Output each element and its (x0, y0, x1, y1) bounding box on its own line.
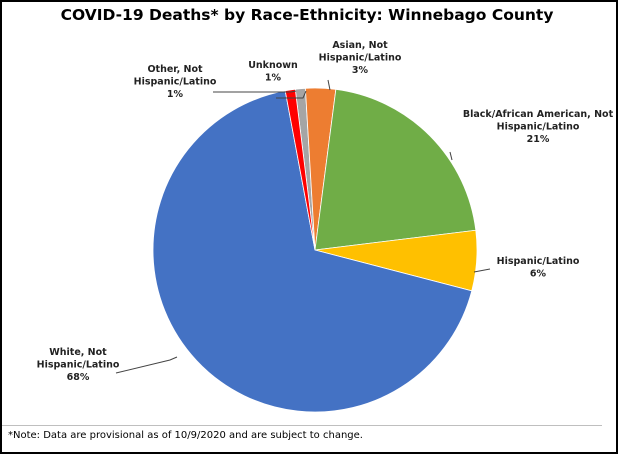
leader-line-0 (276, 90, 307, 99)
footnote: *Note: Data are provisional as of 10/9/2… (8, 430, 363, 441)
pie-slice-5 (284, 88, 316, 251)
leader-line-1 (327, 79, 331, 91)
note-box (2, 425, 602, 447)
slice-label-0: Unknown 1% (248, 60, 298, 84)
pie-chart: Unknown 1% Asian, Not Hispanic/Latino 3% Blac… (37, 40, 614, 413)
pie-slices (152, 87, 478, 413)
leader-line-2 (449, 151, 453, 161)
pie-slice-2 (314, 88, 477, 251)
leader-line-3 (473, 268, 491, 273)
slice-label-2: Black/African American, Not Hispanic/Lati… (463, 109, 614, 145)
slice-label-5: Other, Not Hispanic/Latino 1% (134, 64, 217, 100)
chart-title: COVID-19 Deaths* by Race-Ethnicity: Winn… (60, 6, 554, 24)
slice-label-4: White, Not Hispanic/Latino 68% (37, 347, 120, 383)
slice-label-1: Asian, Not Hispanic/Latino 3% (319, 40, 402, 76)
leader-line-5 (213, 90, 297, 93)
slice-label-3: Hispanic/Latino 6% (497, 256, 580, 280)
leader-line-4 (115, 356, 178, 374)
pie-slice-4 (152, 90, 473, 413)
slice-labels: Unknown 1% Asian, Not Hispanic/Latino 3% Blac… (37, 40, 614, 383)
